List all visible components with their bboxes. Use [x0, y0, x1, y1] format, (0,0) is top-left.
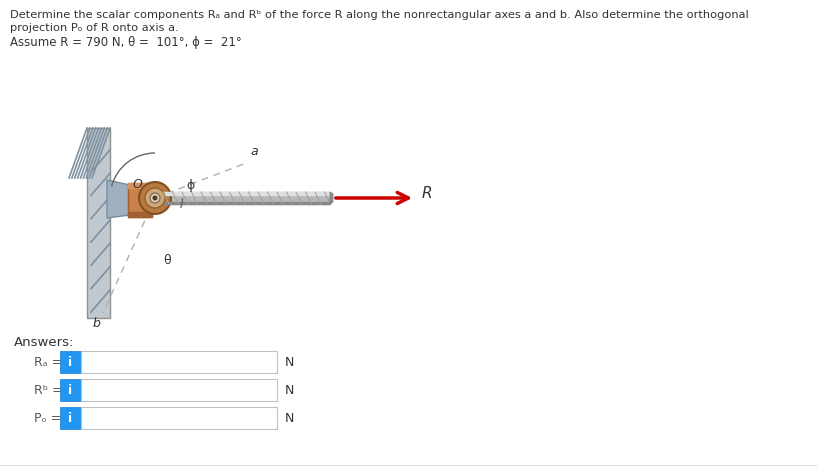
- Text: θ: θ: [163, 253, 171, 267]
- Text: ϕ: ϕ: [186, 179, 194, 192]
- Text: N: N: [285, 412, 294, 424]
- Text: O: O: [132, 177, 142, 191]
- FancyBboxPatch shape: [81, 379, 277, 401]
- Polygon shape: [155, 192, 330, 204]
- FancyBboxPatch shape: [60, 407, 81, 429]
- Text: a: a: [250, 145, 258, 158]
- FancyBboxPatch shape: [60, 379, 81, 401]
- Text: Rₐ =: Rₐ =: [34, 355, 62, 369]
- Circle shape: [139, 182, 171, 214]
- Text: Rᵇ =: Rᵇ =: [34, 383, 63, 396]
- Polygon shape: [107, 180, 130, 218]
- Text: R: R: [422, 186, 433, 202]
- Text: Pₒ =: Pₒ =: [34, 412, 61, 424]
- Polygon shape: [128, 212, 152, 217]
- Polygon shape: [155, 202, 330, 204]
- Circle shape: [150, 193, 160, 203]
- Text: N: N: [285, 383, 294, 396]
- Polygon shape: [128, 183, 152, 217]
- Text: i: i: [69, 383, 73, 396]
- Circle shape: [145, 188, 165, 208]
- Text: Assume R = 790 N, θ =  101°, ϕ =  21°: Assume R = 790 N, θ = 101°, ϕ = 21°: [10, 36, 242, 49]
- Polygon shape: [128, 183, 152, 188]
- Text: Answers:: Answers:: [14, 336, 74, 349]
- Circle shape: [154, 196, 157, 200]
- Polygon shape: [87, 128, 110, 318]
- Text: Determine the scalar components Rₐ and Rᵇ of the force R along the nonrectangula: Determine the scalar components Rₐ and R…: [10, 10, 748, 20]
- Polygon shape: [330, 192, 333, 204]
- FancyBboxPatch shape: [60, 351, 81, 373]
- FancyBboxPatch shape: [81, 351, 277, 373]
- Text: b: b: [92, 317, 100, 330]
- Text: i: i: [69, 412, 73, 424]
- Polygon shape: [155, 192, 330, 194]
- FancyBboxPatch shape: [81, 407, 277, 429]
- Text: i: i: [69, 355, 73, 369]
- Text: projection Pₒ of R onto axis a.: projection Pₒ of R onto axis a.: [10, 23, 179, 33]
- Text: N: N: [285, 355, 294, 369]
